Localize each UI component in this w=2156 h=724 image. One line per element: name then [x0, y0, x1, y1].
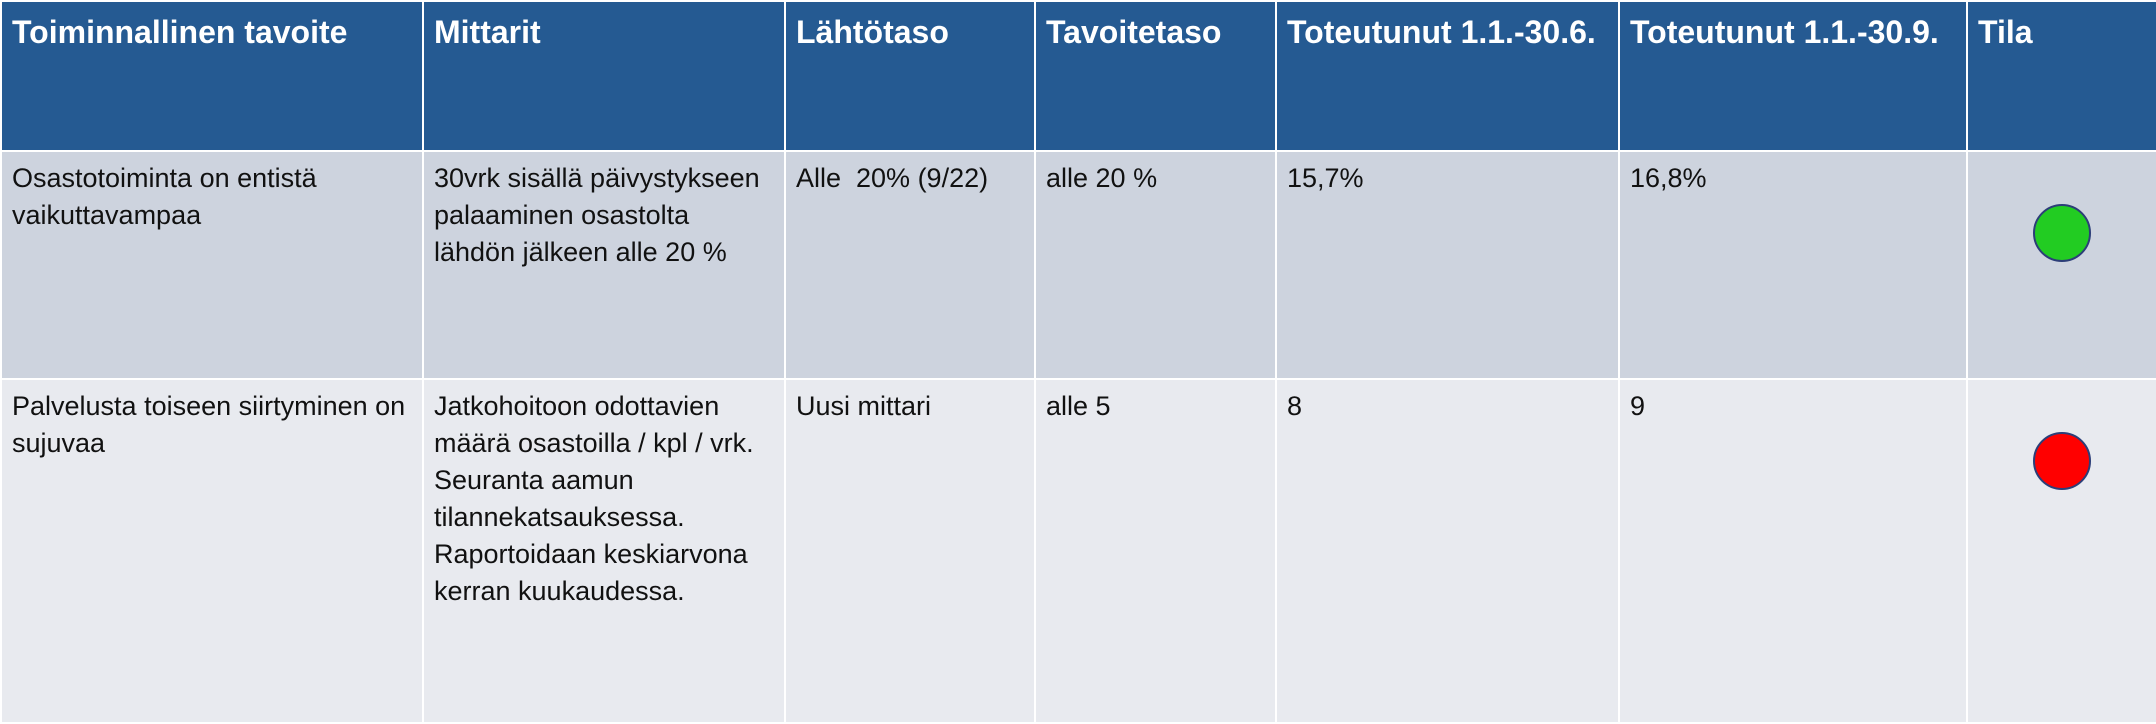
header-cell: Mittarit — [422, 0, 786, 152]
status-cell — [1966, 150, 2156, 380]
status-cell — [1966, 378, 2156, 724]
header-cell: Toteutunut 1.1.-30.6. — [1275, 0, 1620, 152]
table-cell: Jatkohoitoon odottavien määrä osastoilla… — [422, 378, 786, 724]
table-cell: 30vrk sisällä päivystykseen palaaminen o… — [422, 150, 786, 380]
table-row: Osastotoiminta on entistä vaikuttavampaa… — [0, 150, 2156, 380]
status-indicator — [2033, 432, 2091, 490]
status-indicator — [2033, 204, 2091, 262]
table-cell: 15,7% — [1275, 150, 1620, 380]
table-cell: Uusi mittari — [784, 378, 1036, 724]
table-cell: 16,8% — [1618, 150, 1968, 380]
table-cell: alle 20 % — [1034, 150, 1277, 380]
header-cell: Toiminnallinen tavoite — [0, 0, 424, 152]
table-row: Palvelusta toiseen siirtyminen on sujuva… — [0, 378, 2156, 724]
header-cell: Lähtötaso — [784, 0, 1036, 152]
header-cell: Tavoitetaso — [1034, 0, 1277, 152]
header-cell: Tila — [1966, 0, 2156, 152]
table-cell: alle 5 — [1034, 378, 1277, 724]
header-cell: Toteutunut 1.1.-30.9. — [1618, 0, 1968, 152]
header-row: Toiminnallinen tavoite Mittarit Lähtötaso T… — [0, 0, 2156, 152]
table-cell: Palvelusta toiseen siirtyminen on sujuva… — [0, 378, 424, 724]
table-cell: Alle 20% (9/22) — [784, 150, 1036, 380]
table-cell: Osastotoiminta on entistä vaikuttavampaa — [0, 150, 424, 380]
table-cell: 9 — [1618, 378, 1968, 724]
table-cell: 8 — [1275, 378, 1620, 724]
